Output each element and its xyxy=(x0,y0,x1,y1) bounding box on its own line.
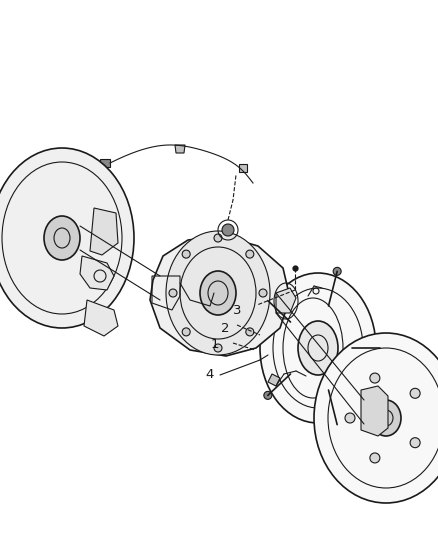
Ellipse shape xyxy=(166,231,270,355)
Circle shape xyxy=(246,328,254,336)
Text: 1: 1 xyxy=(211,338,219,351)
Polygon shape xyxy=(150,236,290,356)
Circle shape xyxy=(345,413,355,423)
Circle shape xyxy=(333,268,341,276)
Circle shape xyxy=(214,234,222,242)
Text: 3: 3 xyxy=(233,303,241,317)
Circle shape xyxy=(222,224,234,236)
Circle shape xyxy=(333,421,341,429)
Text: 4: 4 xyxy=(206,368,214,382)
Polygon shape xyxy=(90,208,118,255)
Circle shape xyxy=(169,289,177,297)
Circle shape xyxy=(246,250,254,258)
Circle shape xyxy=(370,373,380,383)
Circle shape xyxy=(259,289,267,297)
Ellipse shape xyxy=(0,148,134,328)
Polygon shape xyxy=(268,374,280,386)
Circle shape xyxy=(264,391,272,399)
Polygon shape xyxy=(84,300,118,336)
Circle shape xyxy=(214,344,222,352)
Circle shape xyxy=(264,297,272,305)
Polygon shape xyxy=(100,159,110,167)
Ellipse shape xyxy=(298,321,338,375)
Polygon shape xyxy=(276,288,296,313)
Text: 2: 2 xyxy=(221,321,229,335)
Circle shape xyxy=(410,438,420,448)
Ellipse shape xyxy=(260,273,376,423)
Circle shape xyxy=(182,250,190,258)
Ellipse shape xyxy=(44,216,80,260)
Circle shape xyxy=(182,328,190,336)
Circle shape xyxy=(410,389,420,398)
Ellipse shape xyxy=(314,333,438,503)
Ellipse shape xyxy=(371,400,401,436)
Ellipse shape xyxy=(200,271,236,315)
Polygon shape xyxy=(175,145,185,153)
Circle shape xyxy=(370,453,380,463)
Polygon shape xyxy=(361,386,388,436)
Circle shape xyxy=(376,344,384,352)
Polygon shape xyxy=(80,256,114,290)
Polygon shape xyxy=(239,164,247,172)
